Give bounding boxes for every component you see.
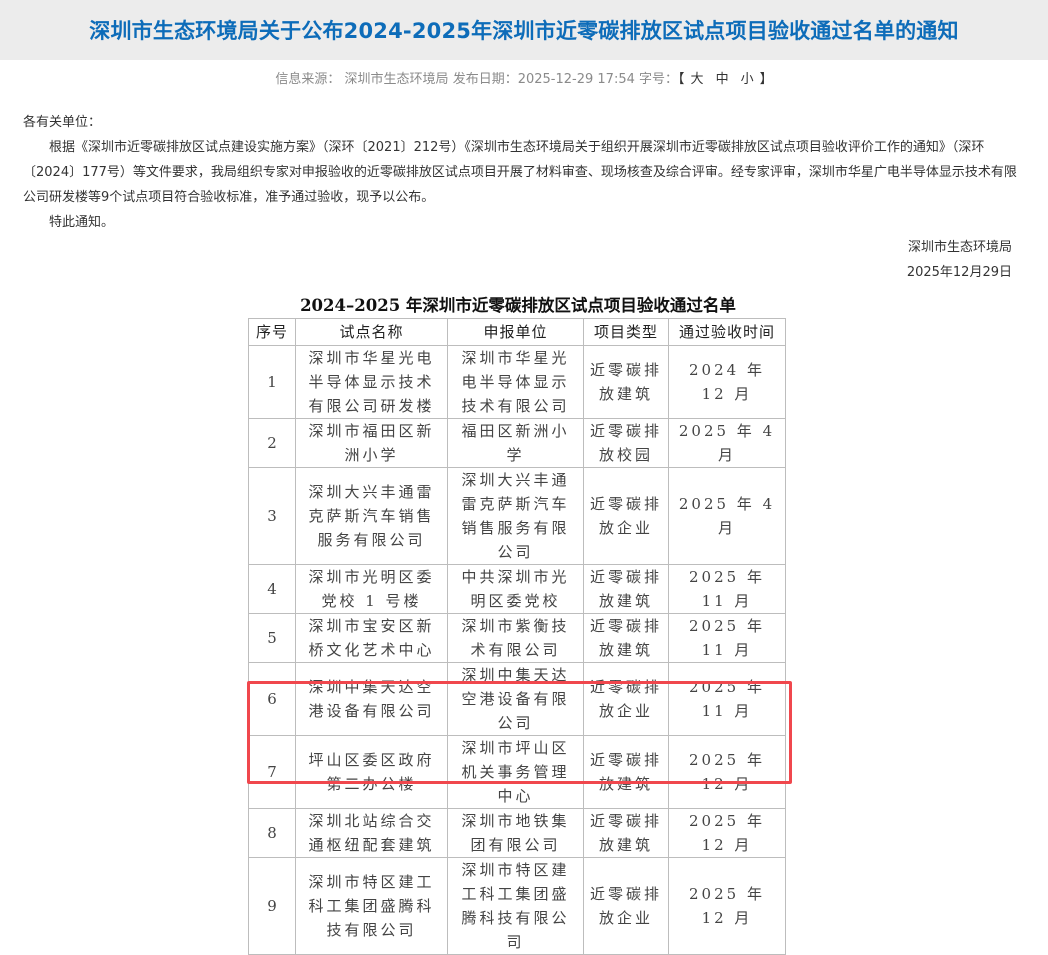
acceptance-time: 2025 年 11 月	[668, 613, 786, 663]
applicant-unit: 深圳中集天达空港设备有限公司	[447, 662, 584, 736]
applicant-unit: 深圳市华星光电半导体显示技术有限公司	[447, 345, 584, 419]
date-label: 发布日期：	[452, 72, 518, 87]
sign-date: 2025年12月29日	[906, 265, 1012, 280]
applicant-unit: 深圳大兴丰通雷克萨斯汽车销售服务有限公司	[447, 467, 584, 565]
source-label: 信息来源：	[275, 72, 341, 87]
acceptance-time: 2025 年 12 月	[668, 735, 786, 809]
salutation: 各有关单位：	[23, 115, 102, 130]
acceptance-time: 2025 年 11 月	[668, 564, 786, 614]
acceptance-list-table: 序号 试点名称 申报单位 项目类型 通过验收时间 1 深圳市华星光电半导体显示技术有限公司…	[248, 318, 786, 955]
project-type: 近零碳排放建筑	[583, 564, 669, 614]
pilot-name: 深圳中集天达空港设备有限公司	[295, 662, 448, 736]
pilot-name: 深圳大兴丰通雷克萨斯汽车销售服务有限公司	[295, 467, 448, 565]
project-type: 近零碳排放校园	[583, 418, 669, 468]
applicant-unit: 深圳市坪山区机关事务管理中心	[447, 735, 584, 809]
bracket-open: 【	[678, 72, 685, 87]
project-type: 近零碳排放企业	[583, 467, 669, 565]
font-size-large[interactable]: 大	[690, 72, 704, 87]
acceptance-time: 2025 年 4 月	[668, 418, 786, 468]
column-header: 申报单位	[447, 318, 584, 346]
signature: 深圳市生态环境局	[907, 240, 1012, 255]
row-number: 2	[248, 418, 296, 468]
column-header: 通过验收时间	[668, 318, 786, 346]
table-row: 9 深圳市特区建工科工集团盛腾科技有限公司 深圳市特区建工科工集团盛腾科技有限公司近…	[248, 857, 786, 955]
font-size-label: 字号：	[639, 72, 679, 87]
pilot-name: 深圳北站综合交通枢纽配套建筑	[295, 808, 448, 858]
table-row: 7 坪山区委区政府第二办公楼 深圳市坪山区机关事务管理中心 近零碳排放建筑 2025 年…	[248, 735, 786, 809]
row-number: 5	[248, 613, 296, 663]
source-value: 深圳市生态环境局	[344, 72, 449, 87]
project-type: 近零碳排放建筑	[583, 345, 669, 419]
acceptance-time: 2025 年 12 月	[668, 808, 786, 858]
table-title: 2024–2025 年深圳市近零碳排放区试点项目验收通过名单	[300, 296, 736, 315]
pilot-name: 深圳市宝安区新桥文化艺术中心	[295, 613, 448, 663]
font-size-small[interactable]: 小	[740, 72, 754, 87]
signature-block: 深圳市生态环境局 2025年12月29日	[907, 235, 1012, 285]
date-value: 2025-12-29 17:54	[517, 72, 635, 87]
pilot-name: 深圳市光明区委党校 1 号楼	[295, 564, 448, 614]
page-title: 深圳市生态环境局关于公布2024-2025年深圳市近零碳排放区试点项目验收通过名…	[89, 19, 959, 43]
pilot-name: 深圳市特区建工科工集团盛腾科技有限公司	[295, 857, 448, 955]
acceptance-time: 2025 年 12 月	[668, 857, 786, 955]
table-row: 1 深圳市华星光电半导体显示技术有限公司研发楼 深圳市华星光电半导体显示技术有限公司…	[248, 345, 786, 419]
table-row: 6 深圳中集天达空港设备有限公司 深圳中集天达空港设备有限公司 近零碳排放企业 2025…	[248, 662, 786, 736]
column-header: 序号	[248, 318, 296, 346]
main-paragraph: 根据《深圳市近零碳排放区试点建设实施方案》（深环〔2021〕212号）《深圳市生…	[23, 140, 1017, 205]
row-number: 7	[248, 735, 296, 809]
bracket-close: 】	[759, 72, 773, 87]
table-header-row: 序号 试点名称 申报单位 项目类型 通过验收时间	[248, 318, 786, 346]
row-number: 6	[248, 662, 296, 736]
article-body: 各有关单位： 根据《深圳市近零碳排放区试点建设实施方案》（深环〔2021〕212…	[23, 110, 1025, 235]
table-row: 5 深圳市宝安区新桥文化艺术中心 深圳市紫衡技术有限公司 近零碳排放建筑 2025 年 …	[248, 613, 786, 663]
page-header: 深圳市生态环境局关于公布2024-2025年深圳市近零碳排放区试点项目验收通过名…	[0, 0, 1048, 60]
column-header: 试点名称	[295, 318, 448, 346]
table-row: 4 深圳市光明区委党校 1 号楼 中共深圳市光明区委党校 近零碳排放建筑 2025 年 …	[248, 564, 786, 614]
acceptance-time: 2025 年 11 月	[668, 662, 786, 736]
table-row: 2 深圳市福田区新洲小学 福田区新洲小学 近零碳排放校园 2025 年 4 月	[248, 418, 786, 468]
project-type: 近零碳排放建筑	[583, 808, 669, 858]
project-type: 近零碳排放建筑	[583, 613, 669, 663]
table-row: 8 深圳北站综合交通枢纽配套建筑 深圳市地铁集团有限公司 近零碳排放建筑 2025 年 …	[248, 808, 786, 858]
font-size-switcher: 【大中小】	[678, 72, 773, 87]
applicant-unit: 中共深圳市光明区委党校	[447, 564, 584, 614]
pilot-name: 坪山区委区政府第二办公楼	[295, 735, 448, 809]
font-size-medium[interactable]: 中	[715, 72, 729, 87]
row-number: 9	[248, 857, 296, 955]
applicant-unit: 深圳市特区建工科工集团盛腾科技有限公司	[447, 857, 584, 955]
project-type: 近零碳排放企业	[583, 857, 669, 955]
column-header: 项目类型	[583, 318, 669, 346]
row-number: 1	[248, 345, 296, 419]
pilot-name: 深圳市华星光电半导体显示技术有限公司研发楼	[295, 345, 448, 419]
applicant-unit: 福田区新洲小学	[447, 418, 584, 468]
applicant-unit: 深圳市紫衡技术有限公司	[447, 613, 584, 663]
article-meta: 信息来源： 深圳市生态环境局 发布日期：2025-12-29 17:54 字号：…	[0, 70, 1048, 90]
acceptance-time: 2024 年 12 月	[668, 345, 786, 419]
row-number: 4	[248, 564, 296, 614]
pilot-name: 深圳市福田区新洲小学	[295, 418, 448, 468]
row-number: 8	[248, 808, 296, 858]
acceptance-time: 2025 年 4 月	[668, 467, 786, 565]
row-number: 3	[248, 467, 296, 565]
closing: 特此通知。	[49, 215, 115, 230]
table-row: 3 深圳大兴丰通雷克萨斯汽车销售服务有限公司 深圳大兴丰通雷克萨斯汽车销售服务有限公…	[248, 467, 786, 565]
applicant-unit: 深圳市地铁集团有限公司	[447, 808, 584, 858]
project-type: 近零碳排放企业	[583, 662, 669, 736]
project-type: 近零碳排放建筑	[583, 735, 669, 809]
